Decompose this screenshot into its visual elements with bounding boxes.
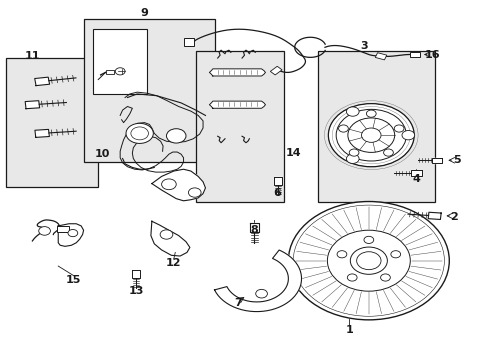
Circle shape	[336, 251, 346, 258]
Bar	[195, 51, 283, 202]
Circle shape	[348, 149, 358, 156]
Text: 12: 12	[166, 258, 181, 268]
Text: 15: 15	[66, 275, 81, 285]
Circle shape	[328, 104, 413, 167]
Text: 5: 5	[452, 155, 460, 165]
Circle shape	[401, 131, 414, 140]
Text: 4: 4	[411, 174, 419, 184]
Circle shape	[160, 230, 172, 239]
Circle shape	[346, 274, 356, 281]
Circle shape	[131, 127, 148, 140]
Polygon shape	[151, 221, 189, 256]
Circle shape	[383, 149, 392, 156]
Circle shape	[255, 289, 267, 298]
Bar	[57, 226, 69, 232]
Circle shape	[39, 226, 50, 235]
Circle shape	[346, 154, 358, 163]
Circle shape	[161, 179, 176, 190]
Text: 1: 1	[345, 325, 352, 335]
Circle shape	[288, 202, 448, 320]
Polygon shape	[427, 212, 440, 220]
Text: 3: 3	[360, 41, 367, 50]
Polygon shape	[35, 77, 49, 86]
Circle shape	[188, 188, 201, 197]
Circle shape	[338, 125, 347, 132]
Circle shape	[361, 128, 380, 142]
Text: 8: 8	[250, 225, 258, 235]
Polygon shape	[209, 101, 265, 108]
Circle shape	[356, 252, 380, 270]
Polygon shape	[35, 129, 49, 138]
Polygon shape	[249, 223, 258, 232]
Polygon shape	[410, 170, 421, 176]
Text: 10: 10	[94, 149, 110, 159]
Bar	[105, 70, 114, 74]
Bar	[5, 58, 98, 187]
Polygon shape	[214, 250, 301, 312]
Polygon shape	[273, 177, 281, 185]
Text: 13: 13	[128, 286, 143, 296]
Circle shape	[346, 107, 358, 116]
Bar	[409, 51, 419, 57]
Bar	[317, 51, 434, 202]
Polygon shape	[431, 158, 441, 163]
Text: 16: 16	[424, 50, 439, 60]
Text: 11: 11	[24, 51, 40, 61]
Circle shape	[349, 247, 386, 274]
Text: 9: 9	[141, 8, 148, 18]
Polygon shape	[152, 169, 205, 201]
Circle shape	[68, 229, 78, 237]
Circle shape	[363, 236, 373, 243]
Text: 14: 14	[285, 148, 301, 158]
Polygon shape	[25, 101, 40, 109]
Circle shape	[126, 123, 153, 143]
Text: 6: 6	[273, 188, 281, 198]
Polygon shape	[132, 270, 140, 278]
Text: 7: 7	[234, 298, 242, 308]
Circle shape	[327, 230, 409, 291]
Circle shape	[380, 274, 389, 281]
Circle shape	[335, 109, 406, 161]
Text: 2: 2	[449, 212, 457, 221]
Circle shape	[390, 251, 400, 258]
Bar	[374, 53, 386, 60]
Circle shape	[393, 125, 403, 132]
Circle shape	[166, 129, 185, 143]
Polygon shape	[58, 224, 83, 246]
Bar	[93, 30, 147, 94]
Bar	[83, 19, 215, 162]
Circle shape	[347, 118, 394, 152]
Polygon shape	[209, 69, 265, 76]
Circle shape	[115, 68, 125, 75]
Bar	[270, 66, 282, 75]
Bar	[183, 38, 194, 46]
Circle shape	[366, 110, 375, 117]
